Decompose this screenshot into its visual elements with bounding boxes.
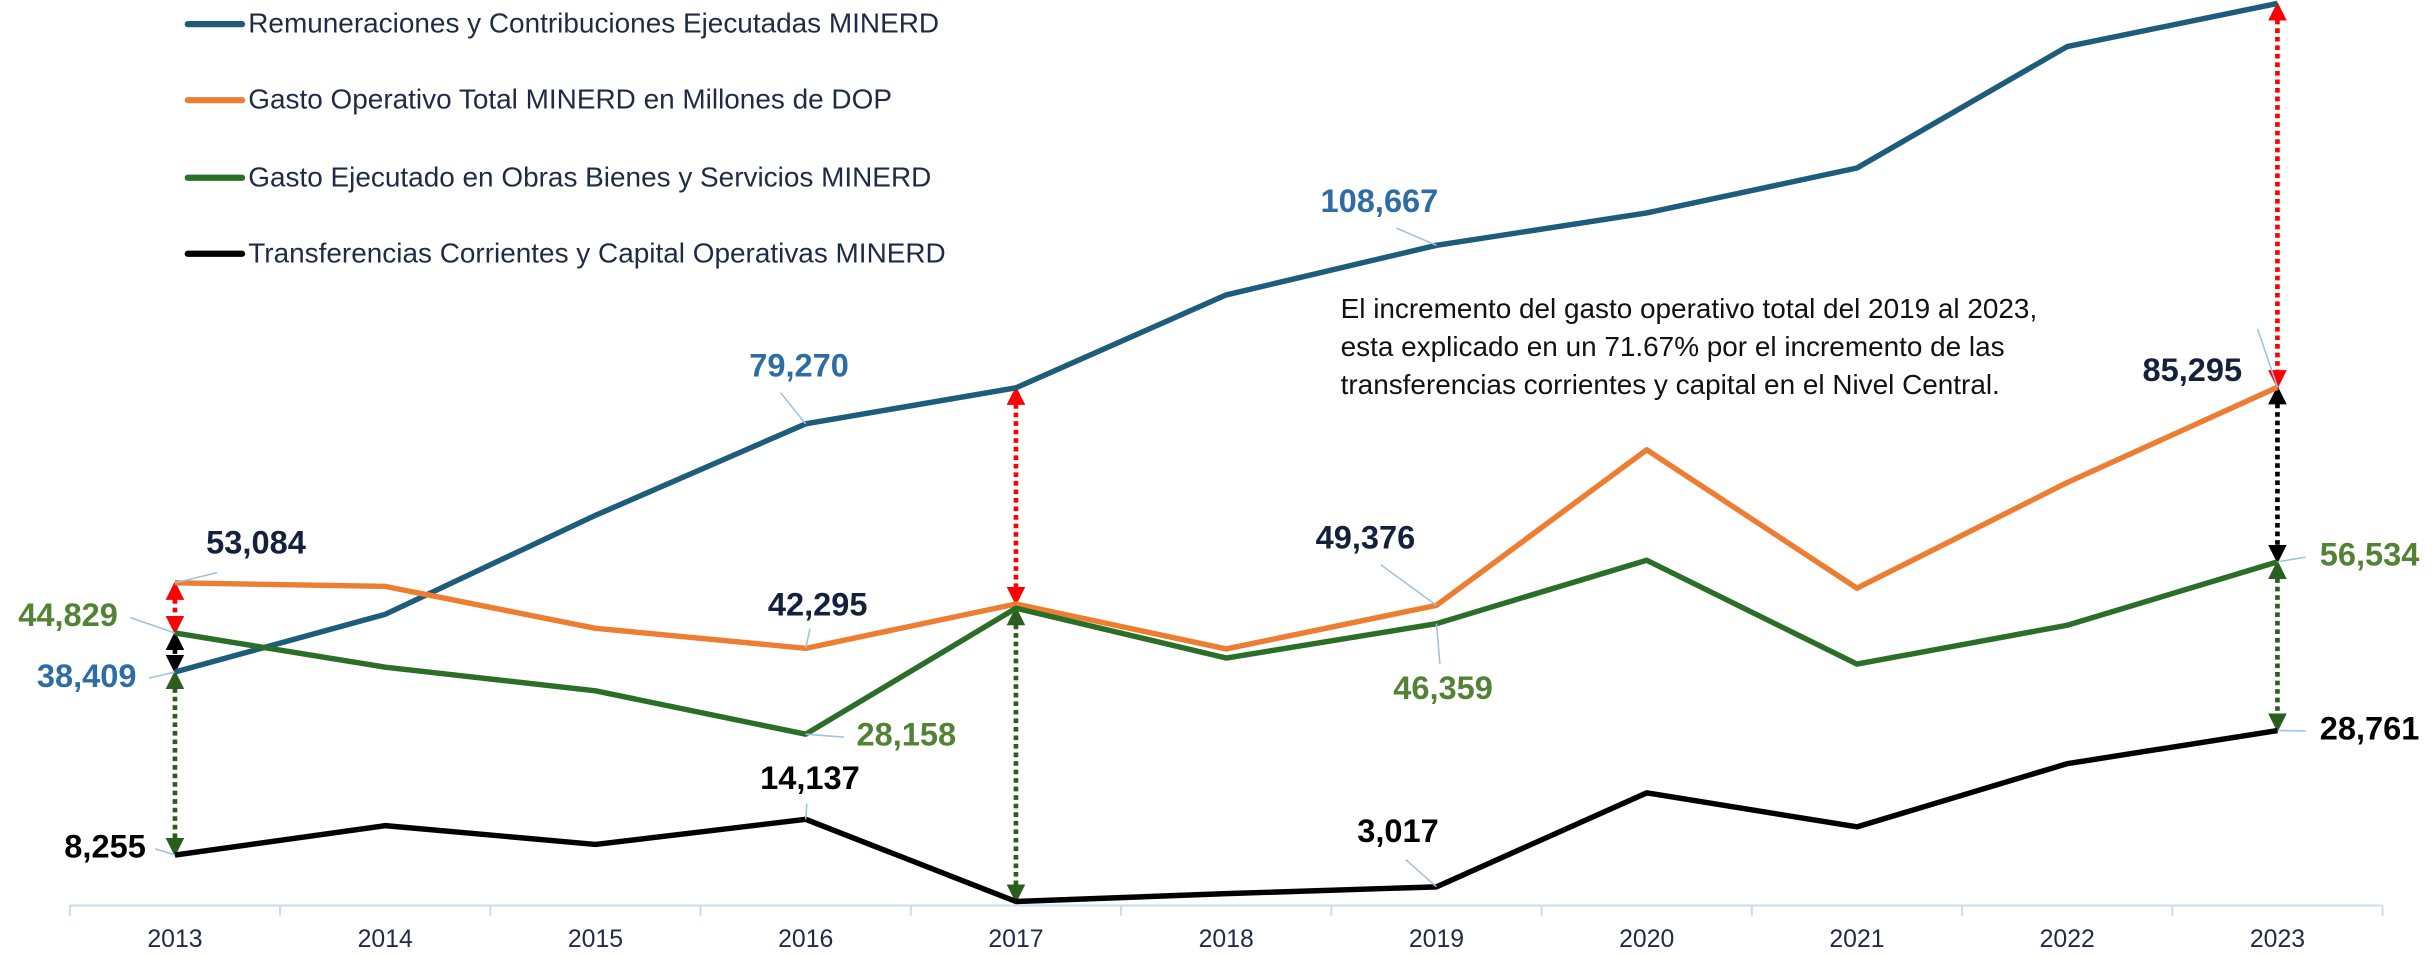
label-leader: [1435, 623, 1441, 665]
legend-label: Transferencias Corrientes y Capital Oper…: [248, 237, 946, 269]
label-leader: [148, 671, 176, 679]
label-leader: [2256, 328, 2279, 388]
data-label: 8,255: [64, 828, 146, 864]
annotation: esta explicado en un 71.67% por el incre…: [1341, 331, 2005, 362]
data-label: 42,295: [768, 586, 868, 622]
x-tick-label: 2014: [358, 926, 413, 953]
x-tick-label: 2013: [147, 926, 202, 953]
x-tick-label: 2020: [1619, 926, 1674, 953]
x-tick-label: 2016: [778, 926, 833, 953]
label-leader: [174, 571, 218, 584]
data-label: 53,084: [206, 524, 306, 560]
data-label: 28,761: [2320, 711, 2420, 747]
legend-entry: Gasto Operativo Total MINERD en Millones…: [248, 83, 892, 115]
label-leader: [1396, 227, 1437, 247]
x-tick-label: 2017: [988, 926, 1043, 953]
label-leader: [805, 733, 845, 738]
data-label: 38,409: [37, 658, 137, 694]
label-leader: [130, 616, 176, 634]
data-label: 28,158: [857, 717, 957, 753]
legend-label: Gasto Ejecutado en Obras Bienes y Servic…: [248, 161, 932, 193]
annotation: El incremento del gasto operativo total …: [1341, 293, 2038, 324]
x-tick-label: 2015: [568, 926, 623, 953]
label-leader: [154, 848, 176, 856]
data-label: 46,359: [1393, 670, 1493, 706]
legend-label: Remuneraciones y Contribuciones Ejecutad…: [248, 7, 940, 39]
series-line: [174, 384, 2279, 652]
series-line: [174, 557, 2279, 737]
data-label: 49,376: [1316, 520, 1416, 556]
label-leader: [1380, 564, 1437, 606]
label-leader: [804, 628, 811, 649]
legend-label: Gasto Operativo Total MINERD en Millones…: [248, 83, 892, 115]
series-line: [174, 0, 2278, 675]
x-tick-label: 2018: [1199, 926, 1254, 953]
x-tick-label: 2023: [2250, 926, 2305, 953]
x-tick-label: 2022: [2040, 926, 2095, 953]
data-label: 56,534: [2320, 537, 2420, 573]
data-label: 3,017: [1357, 813, 1439, 849]
label-leader: [1405, 859, 1437, 888]
annotation: transferencias corrientes y capital en e…: [1341, 369, 2000, 400]
series-line: [174, 727, 2278, 905]
data-label: 108,667: [1321, 183, 1439, 219]
data-label: 44,829: [18, 597, 118, 633]
data-label: 14,137: [760, 760, 860, 796]
legend-entry: Transferencias Corrientes y Capital Oper…: [248, 237, 946, 269]
label-leader: [804, 803, 808, 820]
x-tick-label: 2021: [1829, 926, 1884, 953]
x-tick-label: 2019: [1409, 926, 1464, 953]
legend-entry: Remuneraciones y Contribuciones Ejecutad…: [248, 7, 940, 39]
label-leader: [2277, 556, 2306, 563]
label-leader: [779, 392, 807, 425]
legend-entry: Gasto Ejecutado en Obras Bienes y Servic…: [248, 161, 932, 193]
data-label: 85,295: [2142, 352, 2242, 388]
data-label: 79,270: [749, 347, 849, 383]
